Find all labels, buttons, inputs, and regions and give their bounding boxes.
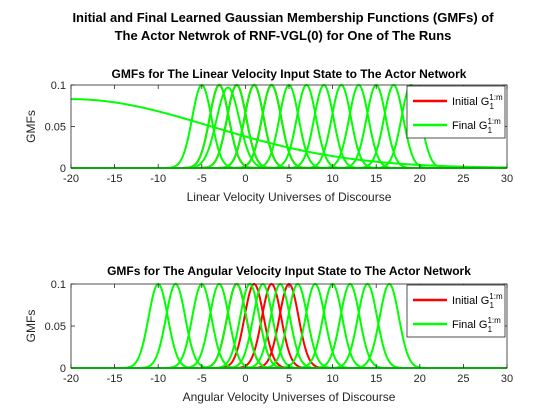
x-tick-label: -10 <box>150 173 166 185</box>
legend-box <box>406 284 506 338</box>
subplot-title: GMFs for The Linear Velocity Input State… <box>112 67 467 81</box>
x-tick-label: 10 <box>326 173 338 185</box>
y-tick-label: 0.05 <box>45 321 66 333</box>
linear-velocity-gmf-plot: GMFs for The Linear Velocity Input State… <box>24 67 513 204</box>
x-tick-label: 15 <box>370 173 382 185</box>
x-axis-label: Angular Velocity Universes of Discourse <box>183 390 396 404</box>
x-tick-label: 20 <box>414 173 426 185</box>
figure-title-line1: Initial and Final Learned Gaussian Membe… <box>72 10 494 25</box>
y-tick-label: 0 <box>60 363 66 375</box>
legend: Initial G1:m 1 Final G1:m 1 <box>406 284 506 338</box>
y-tick-label: 0.1 <box>51 80 66 92</box>
x-tick-label: -15 <box>107 373 123 385</box>
legend-box <box>406 85 506 139</box>
x-tick-label: -20 <box>63 173 79 185</box>
x-tick-label: 15 <box>370 373 382 385</box>
x-tick-label: -10 <box>150 373 166 385</box>
y-axis-label: GMFs <box>24 310 38 343</box>
x-tick-label: -20 <box>63 373 79 385</box>
x-tick-label: 0 <box>242 173 248 185</box>
x-tick-label: 10 <box>326 373 338 385</box>
x-tick-label: 20 <box>414 373 426 385</box>
x-tick-label: 30 <box>501 373 513 385</box>
legend-entry: Final G1:m 1 <box>452 316 501 334</box>
x-tick-label: 0 <box>242 373 248 385</box>
x-tick-label: -5 <box>197 173 207 185</box>
y-axis-label: GMFs <box>24 110 38 143</box>
x-tick-label: -5 <box>197 373 207 385</box>
y-tick-label: 0 <box>60 163 66 175</box>
final-gmf-curve <box>71 98 508 169</box>
figure-title-line2: The Actor Netwrok of RNF-VGL(0) for One … <box>115 28 452 43</box>
legend-entry: Initial G1:m 1 <box>452 292 503 310</box>
legend-entry: Final G1:m 1 <box>452 117 501 135</box>
y-tick-label: 0.1 <box>51 279 66 291</box>
x-tick-label: 25 <box>457 373 469 385</box>
x-tick-label: 30 <box>501 173 513 185</box>
angular-velocity-gmf-plot: GMFs for The Angular Velocity Input Stat… <box>24 264 513 404</box>
x-tick-label: 25 <box>457 173 469 185</box>
x-axis-label: Linear Velocity Universes of Discourse <box>187 190 392 204</box>
x-tick-label: 5 <box>286 373 292 385</box>
x-tick-label: -15 <box>107 173 123 185</box>
y-tick-label: 0.05 <box>45 122 66 134</box>
legend-entry: Initial G1:m 1 <box>452 93 503 111</box>
legend: Initial G1:m 1 Final G1:m 1 <box>406 85 506 139</box>
subplot-title: GMFs for The Angular Velocity Input Stat… <box>107 264 471 278</box>
x-tick-label: 5 <box>286 173 292 185</box>
